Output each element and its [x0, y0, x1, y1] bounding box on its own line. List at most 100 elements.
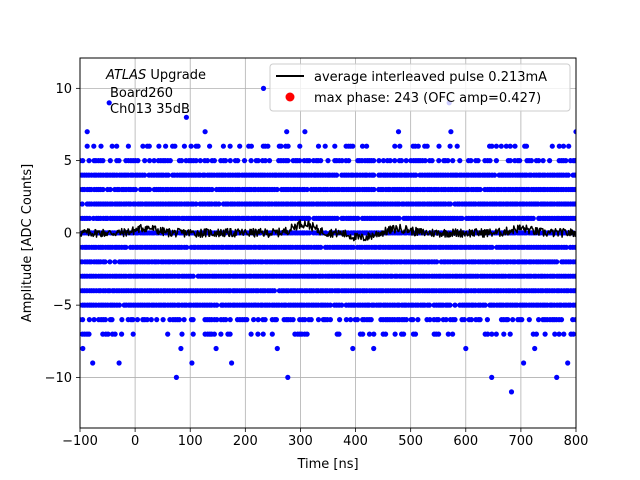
- scatter-point: [165, 331, 171, 337]
- scatter-point: [84, 129, 90, 135]
- scatter-point: [517, 158, 523, 164]
- x-axis-label: Time [ns]: [296, 457, 358, 472]
- scatter-point: [84, 143, 90, 149]
- scatter-point: [380, 158, 387, 164]
- scatter-point: [255, 317, 261, 323]
- scatter-point: [193, 158, 199, 164]
- scatter-point: [80, 317, 86, 323]
- scatter-point: [107, 158, 113, 164]
- scatter-point: [325, 158, 331, 164]
- scatter-point: [134, 317, 141, 323]
- scatter-point: [148, 317, 154, 323]
- scatter-point: [572, 201, 576, 207]
- scatter-point: [447, 302, 453, 308]
- legend-box: [269, 63, 571, 112]
- scatter-point: [274, 345, 280, 352]
- scatter-point: [147, 186, 153, 193]
- scatter-point: [188, 143, 194, 149]
- scatter-point: [463, 345, 469, 352]
- scatter-point: [80, 201, 85, 207]
- scatter-point: [160, 317, 166, 323]
- scatter-point: [90, 360, 96, 366]
- scatter-point: [285, 158, 291, 164]
- scatter-point: [346, 158, 352, 164]
- legend-dot-marker: [285, 92, 295, 102]
- scatter-point: [332, 143, 338, 149]
- scatter-point: [364, 143, 370, 149]
- scatter-point: [398, 158, 405, 164]
- scatter-point: [505, 317, 511, 323]
- scatter-point: [214, 302, 220, 308]
- scatter-point: [371, 331, 377, 337]
- scatter-point: [260, 331, 266, 337]
- scatter-point: [563, 158, 569, 164]
- scatter-point: [218, 331, 224, 337]
- scatter-point: [195, 143, 201, 149]
- x-tick-label: 0: [131, 434, 139, 449]
- x-tick-label: 400: [343, 434, 368, 449]
- scatter-point: [327, 317, 333, 323]
- scatter-point: [119, 331, 125, 337]
- scatter-point: [207, 143, 213, 149]
- scatter-point: [477, 317, 483, 323]
- scatter-point: [244, 317, 250, 323]
- scatter-point: [436, 158, 442, 164]
- scatter-point: [477, 186, 483, 193]
- scatter-point: [189, 360, 195, 366]
- scatter-point: [489, 244, 495, 250]
- scatter-point: [493, 158, 499, 164]
- scatter-point: [371, 186, 377, 193]
- scatter-point: [315, 143, 322, 149]
- scatter-point: [560, 143, 567, 149]
- scatter-point: [278, 143, 284, 149]
- scatter-point: [447, 201, 453, 207]
- scatter-point: [530, 215, 536, 221]
- scatter-point: [179, 158, 185, 164]
- scatter-point: [322, 143, 328, 149]
- scatter-point: [489, 374, 495, 380]
- scatter-point: [119, 317, 125, 323]
- scatter-point: [371, 158, 377, 164]
- scatter-point: [436, 143, 442, 149]
- scatter-point: [100, 186, 106, 193]
- scatter-point: [448, 129, 454, 135]
- scatter-point: [214, 317, 220, 323]
- x-tick-label: 700: [508, 434, 533, 449]
- scatter-point: [140, 143, 146, 149]
- scatter-point: [523, 143, 530, 149]
- scatter-point: [489, 331, 495, 337]
- x-tick-label: 800: [564, 434, 589, 449]
- scatter-point: [383, 331, 389, 337]
- scatter-point: [415, 143, 421, 149]
- scatter-point: [366, 331, 373, 337]
- scatter-point: [376, 158, 382, 164]
- scatter-point: [125, 143, 131, 149]
- scatter-point: [371, 345, 377, 352]
- scatter-point: [105, 331, 111, 337]
- x-tick-label: 200: [233, 434, 258, 449]
- scatter-point: [552, 331, 558, 337]
- scatter-point: [213, 345, 219, 352]
- scatter-point: [190, 317, 196, 323]
- scatter-point: [223, 317, 229, 323]
- scatter-point: [102, 259, 108, 265]
- annotation-line-3: Ch013 35dB: [110, 102, 190, 117]
- scatter-point: [508, 389, 515, 395]
- scatter-point: [368, 317, 374, 323]
- axes-frame: [79, 57, 577, 429]
- scatter-point: [435, 317, 442, 323]
- scatter-point: [297, 143, 303, 149]
- scatter-point: [563, 244, 569, 250]
- scatter-point: [183, 114, 189, 120]
- scatter-point: [220, 143, 226, 149]
- scatter-point: [306, 158, 312, 164]
- scatter-point: [284, 129, 290, 135]
- annotation-atlas: ATLAS: [105, 68, 146, 83]
- y-axis-label: Amplitude [ADC Counts]: [20, 164, 35, 322]
- scatter-point: [572, 244, 576, 250]
- scatter-point: [269, 331, 275, 337]
- scatter-point: [86, 215, 93, 221]
- scatter-point: [179, 331, 185, 337]
- scatter-point: [573, 317, 576, 323]
- scatter-point: [304, 186, 310, 193]
